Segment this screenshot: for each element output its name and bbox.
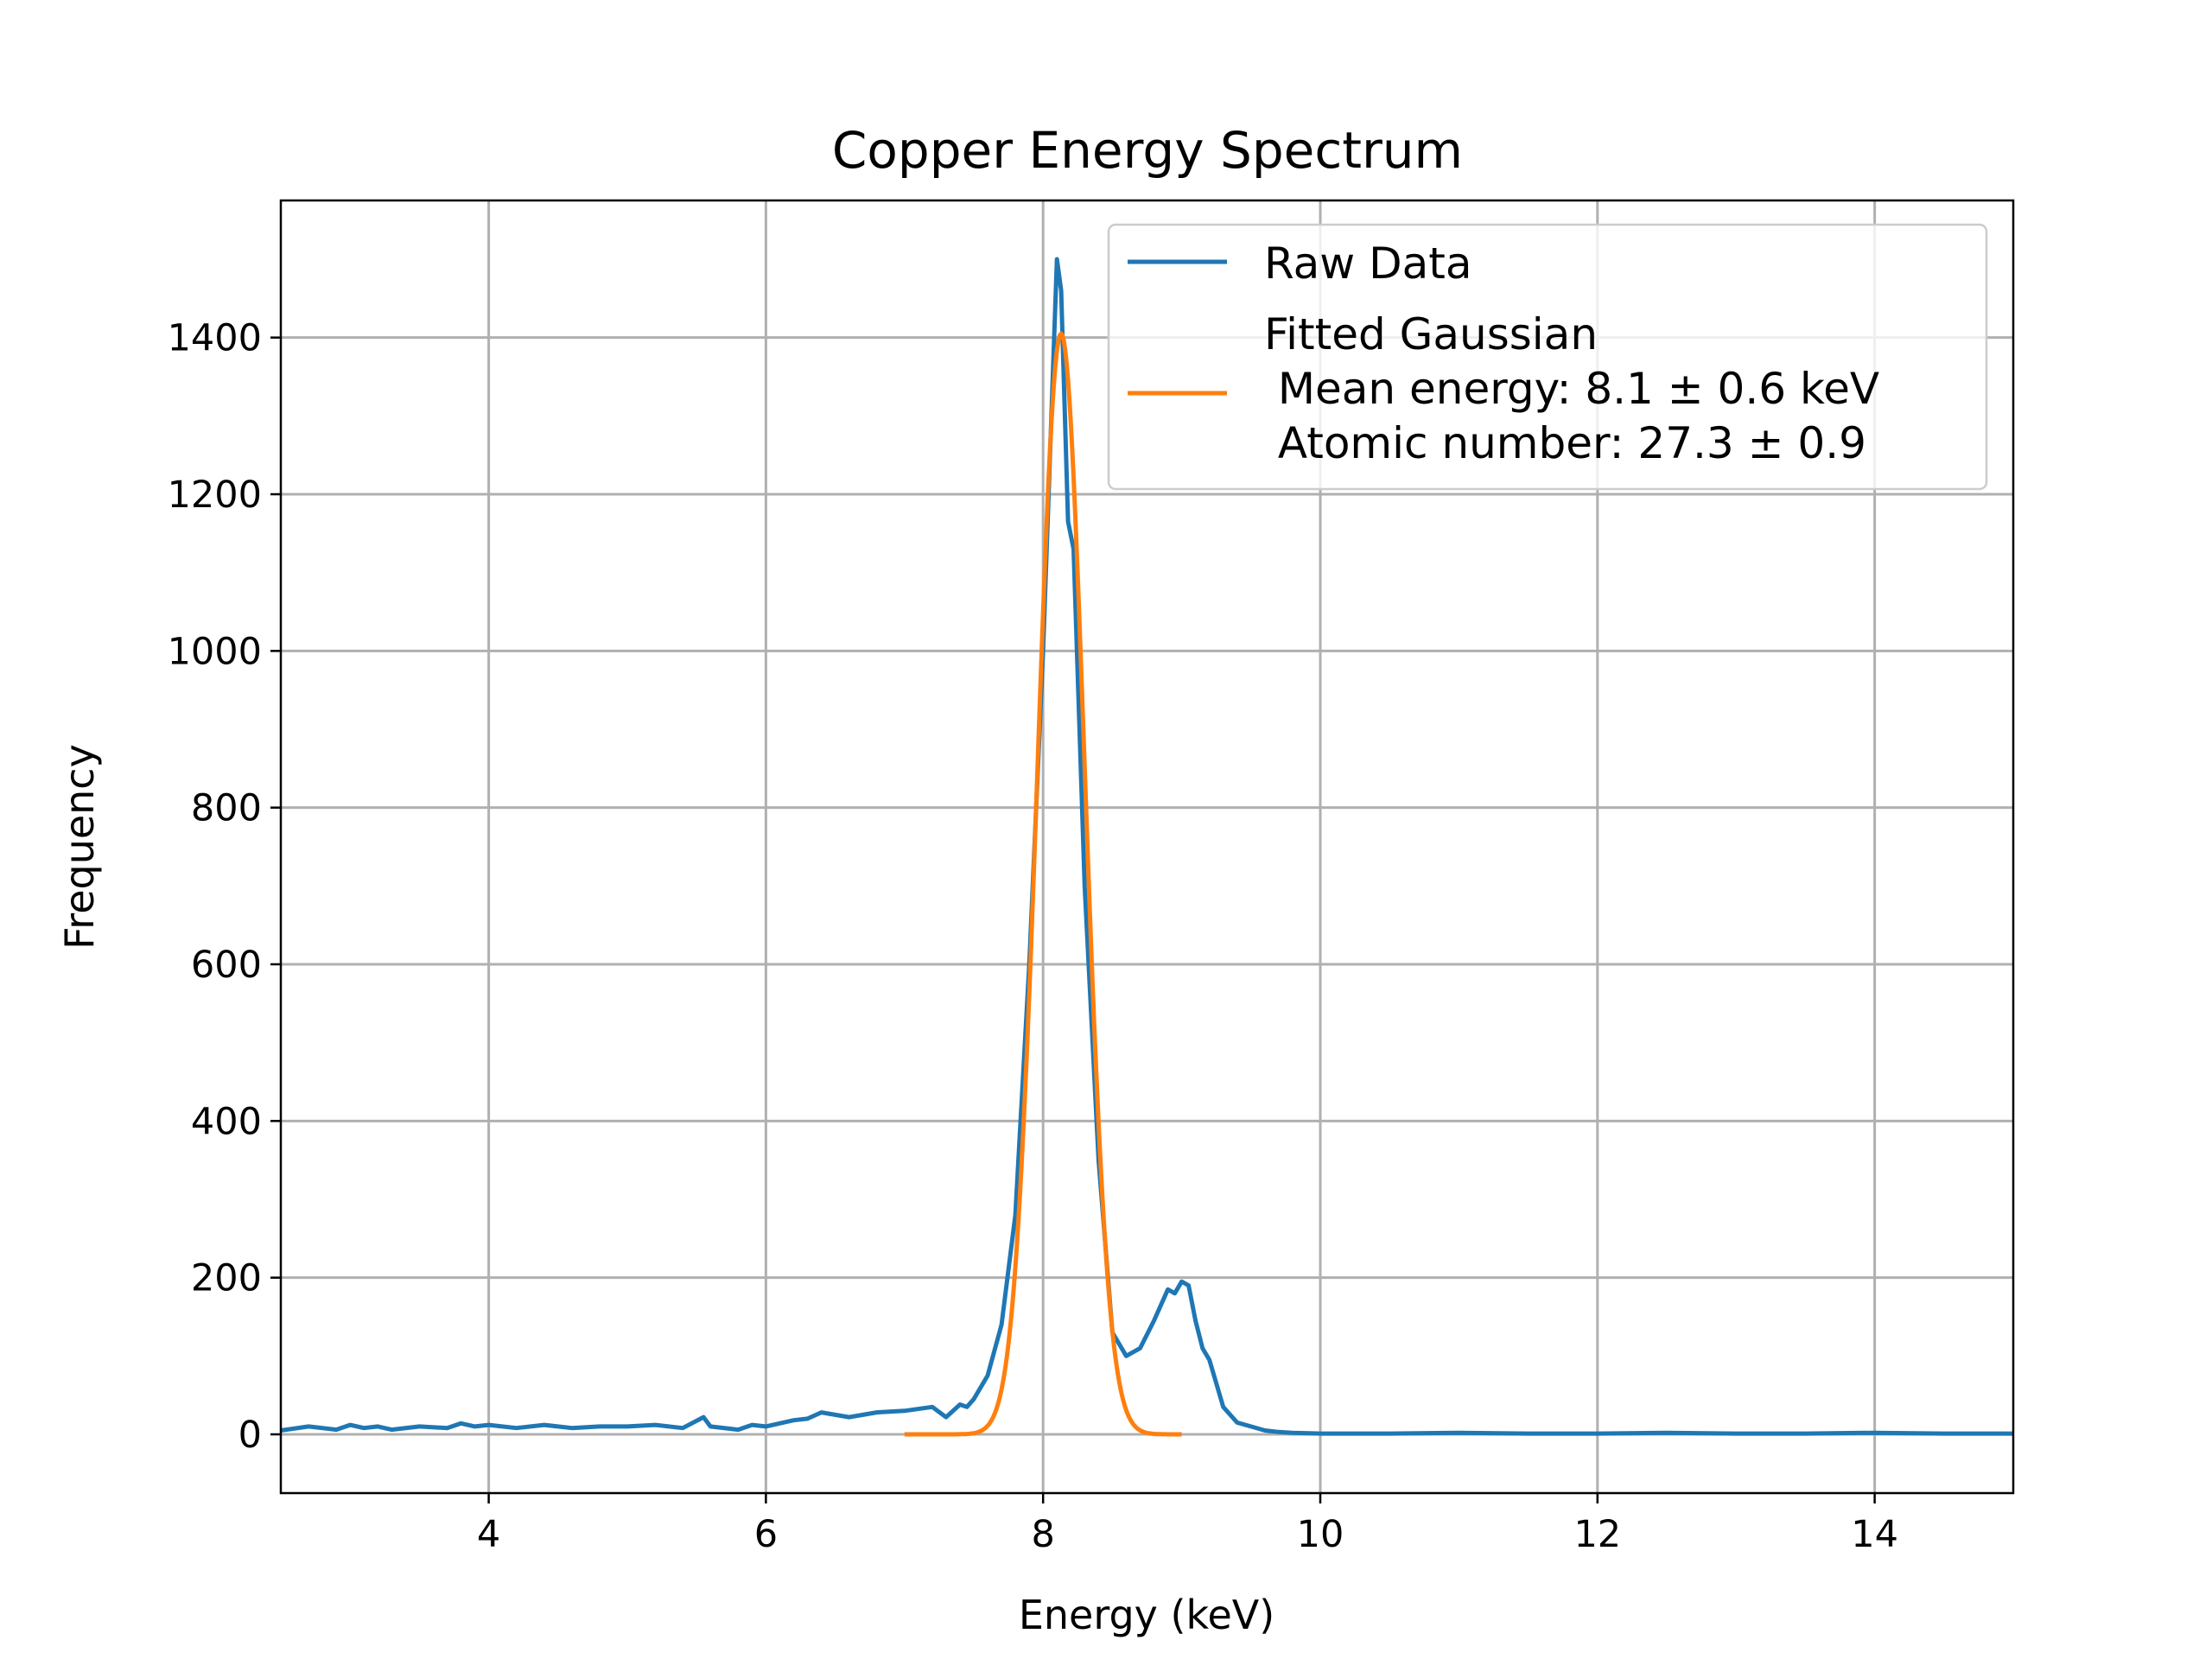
- y-tick-label: 800: [191, 787, 262, 830]
- series-layer: [280, 257, 2013, 1437]
- y-tick-label: 200: [191, 1257, 262, 1300]
- plot-frame: [279, 199, 2015, 1495]
- x-tick-label: 10: [1297, 1513, 1344, 1556]
- y-tick-label: 400: [191, 1100, 262, 1143]
- x-tick-label: 12: [1573, 1513, 1621, 1556]
- y-axis-label: Frequency: [56, 744, 103, 950]
- y-tick-label: 0: [238, 1414, 262, 1457]
- legend-box: [1107, 223, 1988, 491]
- y-tick-label: 600: [191, 944, 262, 987]
- chart-title: Copper Energy Spectrum: [832, 121, 1463, 180]
- x-tick-label: 8: [1032, 1513, 1055, 1556]
- legend: Raw Data Fitted Gaussian Mean energy: 8.…: [1107, 223, 1988, 491]
- series-fitted-gaussian-line: [903, 331, 1183, 1437]
- legend-label-fitted-gaussian: Fitted Gaussian: [1264, 309, 1598, 359]
- x-tick-label: 4: [477, 1513, 500, 1556]
- y-tick-label: 1400: [168, 317, 262, 360]
- y-tick-label: 1200: [168, 474, 262, 517]
- x-tick-label: 6: [754, 1513, 778, 1556]
- series-raw-data-line: [280, 257, 2013, 1436]
- axis-ticks: 4 6 8 10 12 14 0 200 400 600 800 1000 1200 1400: [168, 317, 1898, 1556]
- legend-label-raw-data: Raw Data: [1264, 238, 1471, 289]
- legend-label-atomic-number: Atomic number: 27.3 ± 0.9: [1264, 418, 1866, 468]
- y-tick-label: 1000: [168, 630, 262, 673]
- legend-label-mean-energy: Mean energy: 8.1 ± 0.6 keV: [1264, 364, 1879, 414]
- x-axis-label: Energy (keV): [1019, 1592, 1274, 1638]
- x-tick-label: 14: [1851, 1513, 1898, 1556]
